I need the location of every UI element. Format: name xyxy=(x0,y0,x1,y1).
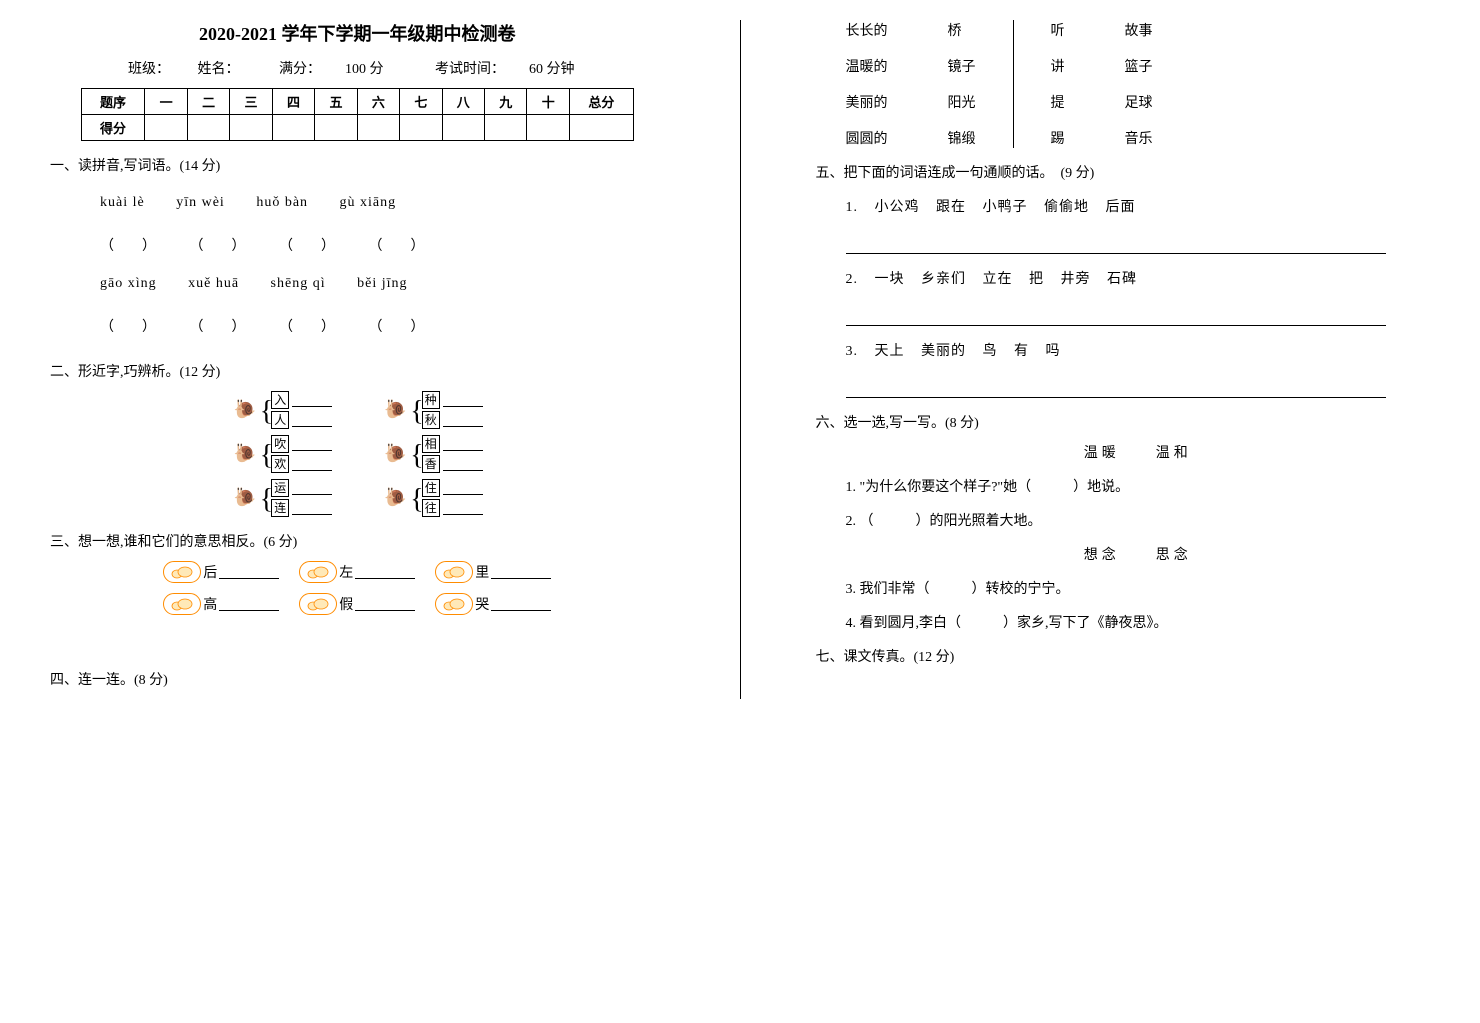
q3-body: 后 左 里 xyxy=(50,561,665,615)
options: 想念 思念 xyxy=(846,544,1431,564)
q4-body: 长长的 温暖的 美丽的 圆圆的 桥 镜子 阳光 锦缎 听 讲 提 xyxy=(846,20,1431,148)
pinyin: běi jīng xyxy=(357,276,407,291)
q5-head: 五、把下面的词语连成一句通顺的话。 (9 分) xyxy=(816,162,1431,182)
q6-body: 温暖 温和 1. "为什么你要这个样子?"她（ ）地说。 2. （ ）的阳光照着… xyxy=(846,442,1431,632)
score-head-row: 题序 一 二 三 四 五 六 七 八 九 十 总分 xyxy=(81,89,633,115)
pinyin: kuài lè xyxy=(100,195,145,210)
q1-head: 一、读拼音,写词语。(14 分) xyxy=(50,155,665,175)
match-item: 温暖的 xyxy=(846,56,888,76)
options: 温暖 温和 xyxy=(846,442,1431,462)
antonym-item: 后 xyxy=(163,561,279,583)
snail-icon: 🐌 xyxy=(382,487,408,509)
antonym-item: 高 xyxy=(163,593,279,615)
pinyin: yīn wèi xyxy=(176,195,225,210)
fill-line: 1. "为什么你要这个样子?"她（ ）地说。 xyxy=(846,476,1431,496)
antonym-item: 哭 xyxy=(435,593,551,615)
right-column: 长长的 温暖的 美丽的 圆圆的 桥 镜子 阳光 锦缎 听 讲 提 xyxy=(786,20,1461,699)
answer-paren: （ ） xyxy=(369,320,425,335)
fill-line: 4. 看到圆月,李白（ ）家乡,写下了《静夜思》。 xyxy=(846,612,1431,632)
pinyin: gù xiāng xyxy=(340,195,397,210)
match-item: 故事 xyxy=(1125,20,1153,40)
fullscore: 满分：100 分 xyxy=(267,62,399,77)
char-pair-item: 🐌 { 相 香 xyxy=(382,435,482,473)
score-value-row: 得分 xyxy=(81,115,633,141)
cloud-icon xyxy=(435,561,473,583)
pinyin: xuě huā xyxy=(188,276,239,291)
match-item: 镜子 xyxy=(948,56,976,76)
snail-icon: 🐌 xyxy=(232,443,258,465)
answer-paren: （ ） xyxy=(100,239,156,254)
match-divider xyxy=(1013,20,1014,148)
fill-line: 3. 我们非常（ ）转校的宁宁。 xyxy=(846,578,1431,598)
q2-head: 二、形近字,巧辨析。(12 分) xyxy=(50,361,665,381)
match-item: 提 xyxy=(1051,92,1065,112)
match-item: 阳光 xyxy=(948,92,976,112)
match-item: 足球 xyxy=(1125,92,1153,112)
answer-line xyxy=(846,306,1387,326)
q7-head: 七、课文传真。(12 分) xyxy=(816,646,1431,666)
match-item: 锦缎 xyxy=(948,128,976,148)
pinyin: gāo xìng xyxy=(100,276,157,291)
answer-paren: （ ） xyxy=(190,320,246,335)
char-pair-item: 🐌 { 运 连 xyxy=(232,479,332,517)
exam-title: 2020-2021 学年下学期一年级期中检测卷 xyxy=(50,20,665,46)
antonym-item: 假 xyxy=(299,593,415,615)
antonym-item: 里 xyxy=(435,561,551,583)
exam-meta: 班级： 姓名： 满分：100 分 考试时间：60 分钟 xyxy=(50,58,665,78)
q1-body: kuài lè yīn wèi huǒ bàn gù xiāng （ ） （ ）… xyxy=(50,185,665,347)
cloud-icon xyxy=(299,561,337,583)
snail-icon: 🐌 xyxy=(382,443,408,465)
q3-head: 三、想一想,谁和它们的意思相反。(6 分) xyxy=(50,531,665,551)
column-divider xyxy=(740,20,741,699)
match-item: 美丽的 xyxy=(846,92,888,112)
snail-icon: 🐌 xyxy=(232,399,258,421)
cloud-icon xyxy=(299,593,337,615)
antonym-item: 左 xyxy=(299,561,415,583)
cloud-icon xyxy=(163,561,201,583)
score-table: 题序 一 二 三 四 五 六 七 八 九 十 总分 得分 xyxy=(81,88,634,141)
snail-icon: 🐌 xyxy=(232,487,258,509)
char-pair-item: 🐌 { 种 秋 xyxy=(382,391,482,429)
pinyin: shēng qì xyxy=(271,276,326,291)
match-item: 讲 xyxy=(1051,56,1065,76)
answer-line xyxy=(846,234,1387,254)
fill-line: 2. （ ）的阳光照着大地。 xyxy=(846,510,1431,530)
q4-head: 四、连一连。(8 分) xyxy=(50,669,665,689)
name-label: 姓名： xyxy=(198,62,240,77)
q5-item: 3. 天上 美丽的 鸟 有 吗 xyxy=(846,340,1431,360)
match-item: 长长的 xyxy=(846,20,888,40)
answer-paren: （ ） xyxy=(100,320,156,335)
match-item: 桥 xyxy=(948,20,976,40)
cloud-icon xyxy=(163,593,201,615)
char-pair-item: 🐌 { 住 往 xyxy=(382,479,482,517)
q5-item: 1. 小公鸡 跟在 小鸭子 偷偷地 后面 xyxy=(846,196,1431,216)
q2-body: 🐌 { 入 人 🐌 { 种 秋 xyxy=(50,391,665,517)
q6-head: 六、选一选,写一写。(8 分) xyxy=(816,412,1431,432)
snail-icon: 🐌 xyxy=(382,399,408,421)
exam-time: 考试时间：60 分钟 xyxy=(423,62,587,77)
left-column: 2020-2021 学年下学期一年级期中检测卷 班级： 姓名： 满分：100 分… xyxy=(20,20,695,699)
match-item: 篮子 xyxy=(1125,56,1153,76)
q5-item: 2. 一块 乡亲们 立在 把 井旁 石碑 xyxy=(846,268,1431,288)
answer-paren: （ ） xyxy=(190,239,246,254)
answer-paren: （ ） xyxy=(369,239,425,254)
match-item: 圆圆的 xyxy=(846,128,888,148)
match-item: 听 xyxy=(1051,20,1065,40)
char-pair-item: 🐌 { 入 人 xyxy=(232,391,332,429)
class-label: 班级： xyxy=(128,62,170,77)
answer-line xyxy=(846,378,1387,398)
pinyin: huǒ bàn xyxy=(256,195,308,210)
char-pair-item: 🐌 { 吹 欢 xyxy=(232,435,332,473)
cloud-icon xyxy=(435,593,473,615)
match-item: 踢 xyxy=(1051,128,1065,148)
answer-paren: （ ） xyxy=(279,239,335,254)
match-item: 音乐 xyxy=(1125,128,1153,148)
answer-paren: （ ） xyxy=(279,320,335,335)
